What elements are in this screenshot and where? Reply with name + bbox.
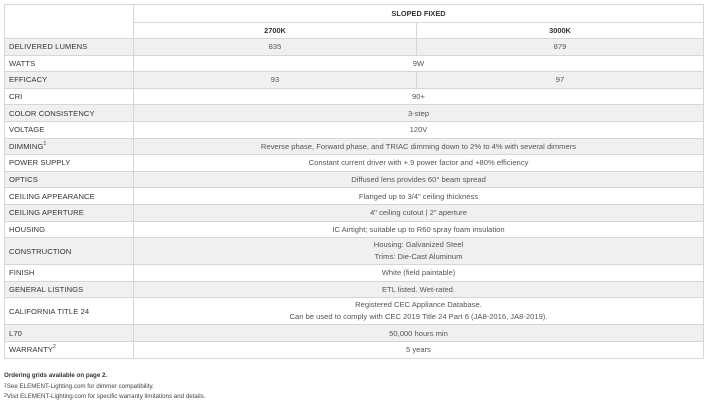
row-value: White (field paintable)	[133, 264, 704, 282]
row-label: HOUSING	[4, 220, 134, 239]
footnote-1: 1See ELEMENT-Lighting.com for dimmer com…	[4, 382, 154, 390]
row-label: COLOR CONSISTENCY	[4, 104, 134, 122]
table-row: CEILING APERTURE 4" ceiling cutout | 2" a…	[4, 203, 704, 222]
row-value: 879	[416, 38, 704, 56]
column-header-3000k: 3000K	[416, 22, 704, 39]
row-value: 120V	[133, 120, 704, 139]
table-row: FINISH White (field paintable)	[4, 264, 704, 282]
row-value: Registered CEC Appliance Database. Can be…	[133, 297, 704, 326]
row-label: CALIFORNIA TITLE 24	[4, 297, 134, 326]
row-label: POWER SUPPLY	[4, 154, 134, 172]
row-value: 9W	[133, 54, 704, 73]
row-value: IC Airtight; suitable up to R60 spray fo…	[133, 220, 704, 239]
row-label: EFFICACY	[4, 71, 134, 89]
row-value: ETL listed. Wet-rated.	[133, 280, 704, 299]
table-row: VOLTAGE 120V	[4, 120, 704, 139]
row-label: WATTS	[4, 54, 134, 73]
row-value: Flanged up to 3/4" ceiling thickness	[133, 187, 704, 205]
footnotes: Ordering grids available on page 2. 1See…	[4, 371, 205, 403]
table-row: L70 50,000 hours min	[4, 324, 704, 342]
row-label: VOLTAGE	[4, 120, 134, 139]
spec-table: SLOPED FIXED 2700K 3000K DELIVERED LUMEN…	[4, 4, 704, 359]
group-header: SLOPED FIXED	[133, 4, 704, 23]
table-row: GENERAL LISTINGS ETL listed. Wet-rated.	[4, 280, 704, 299]
row-label: CEILING APPEARANCE	[4, 187, 134, 205]
table-row: WARRANTY2 5 years	[4, 340, 704, 359]
row-value: 97	[416, 71, 704, 89]
row-value: 50,000 hours min	[133, 324, 704, 342]
row-label: CONSTRUCTION	[4, 237, 134, 266]
footnote-mark: 2	[52, 344, 56, 351]
row-label: CRI	[4, 87, 134, 106]
ordering-note: Ordering grids available on page 2.	[4, 372, 108, 379]
row-label: CEILING APERTURE	[4, 203, 134, 222]
row-value: 835	[133, 38, 417, 56]
row-label: WARRANTY2	[4, 340, 134, 359]
row-value: Constant current driver with +.9 power f…	[133, 154, 704, 172]
table-row: WATTS 9W	[4, 54, 704, 73]
table-row: DIMMING1 Reverse phase, Forward phase, an…	[4, 137, 704, 156]
table-row: DELIVERED LUMENS 835 879	[4, 38, 704, 56]
row-value: Housing: Galvanized Steel Trims: Die-Cast…	[133, 237, 704, 266]
corner-cell	[4, 4, 134, 39]
column-header-2700k: 2700K	[133, 22, 417, 39]
table-row: OPTICS Diffused lens provides 60° beam sp…	[4, 170, 704, 189]
row-label: OPTICS	[4, 170, 134, 189]
row-value: 5 years	[133, 340, 704, 359]
row-label: L70	[4, 324, 134, 342]
table-row: CONSTRUCTION Housing: Galvanized Steel Tri…	[4, 237, 704, 266]
table-row: CALIFORNIA TITLE 24 Registered CEC Applia…	[4, 297, 704, 326]
table-row: COLOR CONSISTENCY 3-step	[4, 104, 704, 122]
table-row: CEILING APPEARANCE Flanged up to 3/4" cei…	[4, 187, 704, 205]
row-label: DIMMING1	[4, 137, 134, 156]
footnote-mark: 1	[43, 140, 47, 147]
footnote-2: 2Visit ELEMENT-Lighting.com for specific…	[4, 393, 206, 400]
row-value: 3-step	[133, 104, 704, 122]
row-value: 93	[133, 71, 417, 89]
table-row: HOUSING IC Airtight; suitable up to R60 s…	[4, 220, 704, 239]
row-value: 4" ceiling cutout | 2" aperture	[133, 203, 704, 222]
row-label: DELIVERED LUMENS	[4, 38, 134, 56]
table-row: CRI 90+	[4, 87, 704, 106]
row-label: GENERAL LISTINGS	[4, 280, 134, 299]
table-row: POWER SUPPLY Constant current driver with…	[4, 154, 704, 172]
table-row: EFFICACY 93 97	[4, 71, 704, 89]
row-label: FINISH	[4, 264, 134, 282]
row-value: 90+	[133, 87, 704, 106]
row-value: Reverse phase, Forward phase, and TRIAC …	[133, 137, 704, 156]
row-value: Diffused lens provides 60° beam spread	[133, 170, 704, 189]
